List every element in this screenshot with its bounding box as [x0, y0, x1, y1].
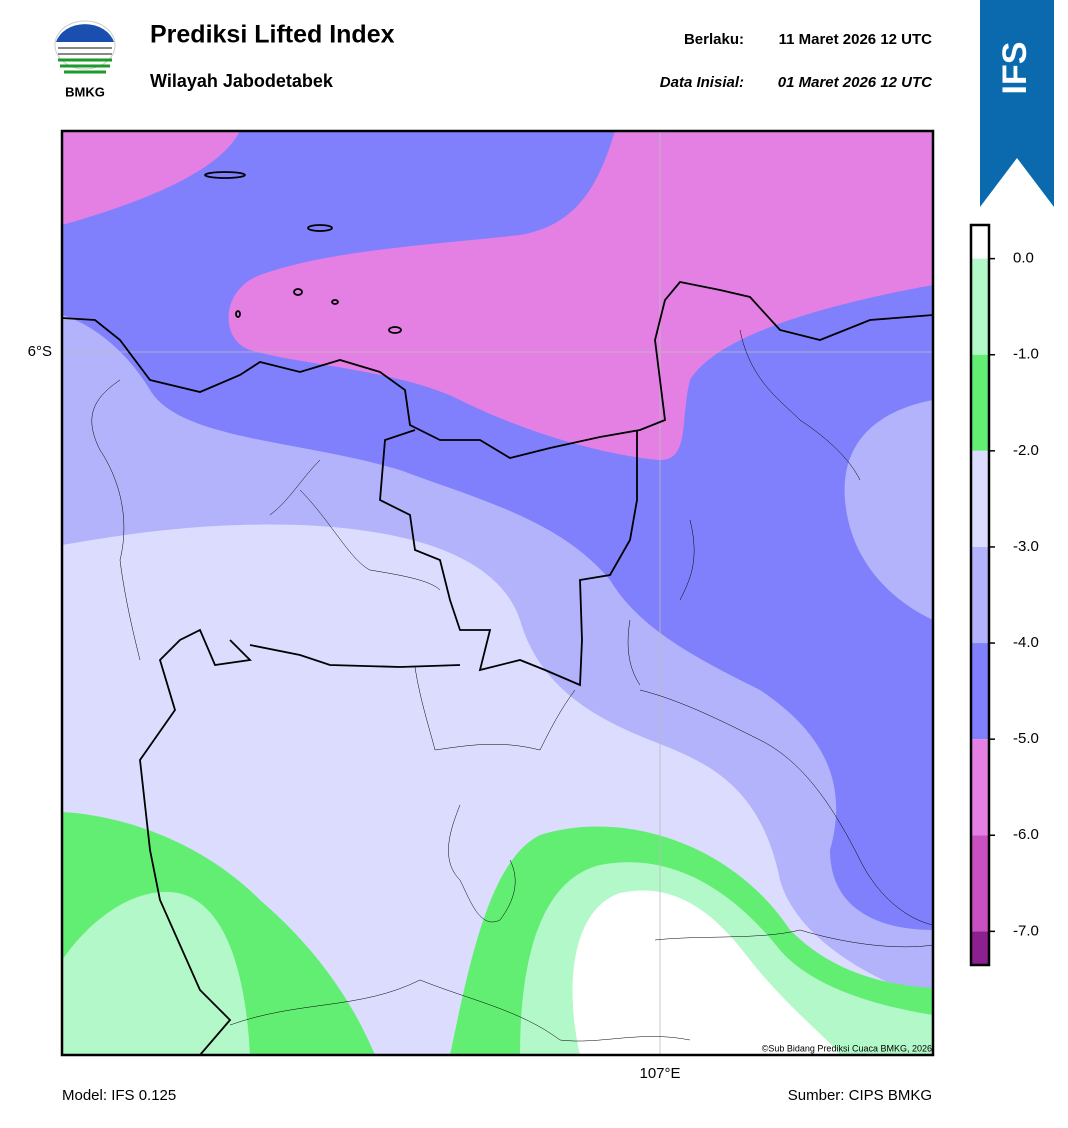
- colorbar-band: [971, 225, 989, 259]
- footer-model: Model: IFS 0.125: [62, 1087, 176, 1104]
- footer-source: Sumber: CIPS BMKG: [788, 1087, 932, 1104]
- title: Prediksi Lifted Index: [150, 21, 395, 49]
- colorbar-band: [971, 258, 989, 355]
- map: 6°S 107°E ©Sub Bidang Prediksi Cuaca BMK…: [28, 129, 935, 1082]
- init-label: Data Inisial:: [660, 74, 744, 91]
- colorbar-band: [971, 643, 989, 740]
- colorbar-band: [971, 835, 989, 932]
- banner-text: IFS: [996, 42, 1034, 95]
- lon-label: 107°E: [639, 1065, 680, 1082]
- colorbar-tick-label: -7.0: [1013, 922, 1039, 939]
- colorbar-tick-label: 0.0: [1013, 250, 1034, 267]
- colorbar-tick-label: -3.0: [1013, 538, 1039, 555]
- valid-time: 11 Maret 2026 12 UTC: [779, 31, 933, 48]
- colorbar-band: [971, 931, 989, 965]
- colorbar-band: [971, 354, 989, 451]
- colorbar-tick-label: -1.0: [1013, 346, 1039, 363]
- colorbar-band: [971, 450, 989, 547]
- colorbar-tick-label: -2.0: [1013, 442, 1039, 459]
- valid-label: Berlaku:: [684, 31, 744, 48]
- banner: [980, 0, 1054, 207]
- colorbar-tick-label: -4.0: [1013, 634, 1039, 651]
- colorbar-band: [971, 546, 989, 644]
- colorbar-tick-label: -5.0: [1013, 730, 1039, 747]
- colorbar: 0.0 -1.0 -2.0 -3.0 -4.0 -5.0 -6.0 -7.0: [969, 223, 1039, 967]
- colorbar-frame: [969, 223, 991, 967]
- lat-label: 6°S: [28, 343, 52, 360]
- subtitle: Wilayah Jabodetabek: [150, 71, 334, 91]
- colorbar-tick-label: -6.0: [1013, 826, 1039, 843]
- colorbar-band: [971, 739, 989, 836]
- logo: BMKG: [54, 20, 116, 99]
- logo-text: BMKG: [65, 84, 105, 99]
- init-time: 01 Maret 2026 12 UTC: [778, 74, 933, 91]
- copyright: ©Sub Bidang Prediksi Cuaca BMKG, 2026: [762, 1043, 932, 1053]
